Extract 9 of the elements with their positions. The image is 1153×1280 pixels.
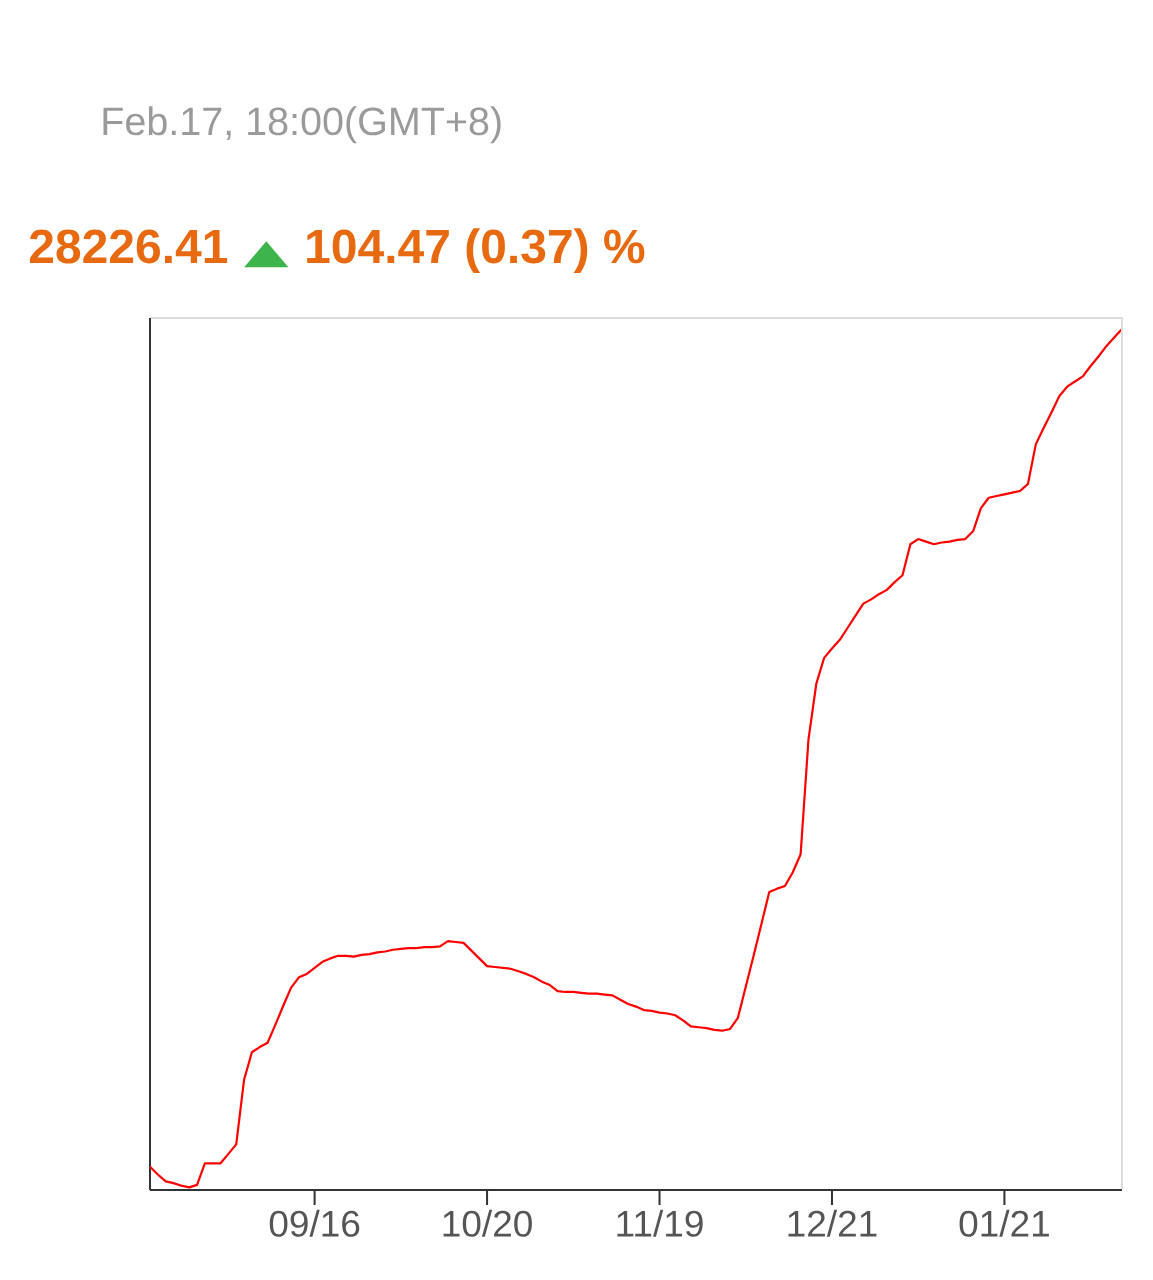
- x-tick-label: 10/20: [443, 1209, 532, 1237]
- chart-subtitle: Feb.17, 18:00(GMT+8): [103, 106, 501, 144]
- text: 28226.41: [29, 229, 228, 264]
- x-tick-label: 12/21: [788, 1209, 877, 1237]
- x-tick-label: 11/19: [617, 1209, 703, 1237]
- x-tick-label: 09/16: [269, 1209, 360, 1237]
- x-tick-label: 01/21: [959, 1209, 1049, 1237]
- text: ▲: [244, 241, 289, 268]
- text: 104.47 (0.37) %: [307, 228, 645, 273]
